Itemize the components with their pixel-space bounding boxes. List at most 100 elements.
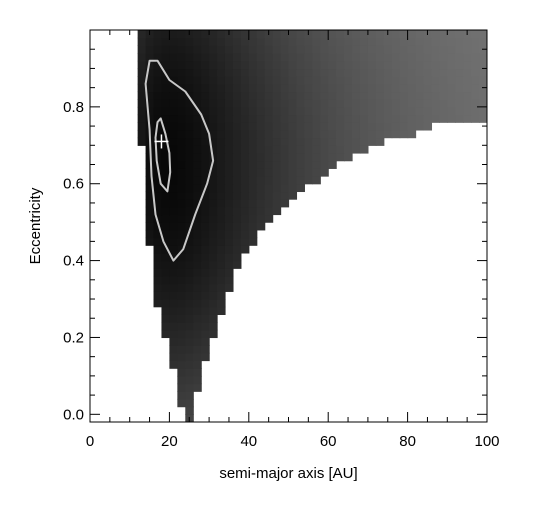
heatmap-cell: [217, 191, 226, 200]
heatmap-cell: [471, 114, 480, 123]
heatmap-cell: [280, 183, 290, 193]
heatmap-cell: [352, 53, 361, 62]
heatmap-cell: [248, 37, 258, 46]
heatmap-cell: [185, 406, 194, 415]
heatmap-cell: [145, 53, 155, 62]
heatmap-cell: [177, 368, 186, 377]
heatmap-cell: [312, 122, 321, 131]
heatmap-cell: [256, 160, 266, 169]
heatmap-cell: [423, 68, 433, 77]
heatmap-cell: [312, 83, 321, 93]
heatmap-cell: [383, 91, 393, 100]
heatmap-cell: [177, 252, 186, 262]
heatmap-cell: [375, 45, 385, 54]
heatmap-cell: [383, 68, 393, 77]
heatmap-cell: [272, 45, 282, 54]
heatmap-cell: [177, 68, 186, 77]
heatmap-cell: [344, 91, 353, 100]
heatmap-cell: [185, 114, 194, 123]
heatmap-cell: [169, 299, 178, 308]
heatmap-cell: [161, 245, 170, 254]
heatmap-cell: [296, 37, 305, 46]
heatmap-cell: [217, 30, 226, 39]
heatmap-cell: [248, 168, 258, 177]
heatmap-cell: [177, 222, 186, 231]
heatmap-cell: [177, 99, 186, 108]
heatmap-cell: [217, 260, 226, 269]
heatmap-cell: [280, 191, 290, 200]
heatmap-cell: [240, 191, 250, 200]
heatmap-cell: [359, 30, 369, 39]
heatmap-cell: [161, 76, 170, 85]
y-tick-label: 0.4: [63, 253, 84, 270]
heatmap-cell: [224, 245, 234, 254]
heatmap-cell: [169, 314, 178, 323]
heatmap-cell: [177, 337, 186, 346]
heatmap-cell: [288, 37, 298, 46]
heatmap-cell: [185, 145, 194, 154]
heatmap-cell: [304, 137, 313, 146]
heatmap-cell: [248, 99, 258, 108]
heatmap-cell: [471, 37, 480, 46]
heatmap-cell: [312, 176, 321, 185]
heatmap-cell: [248, 106, 258, 116]
heatmap-cell: [407, 106, 417, 116]
heatmap-cell: [479, 91, 487, 100]
heatmap-cell: [161, 99, 170, 108]
heatmap-cell: [193, 37, 202, 46]
heatmap-cell: [193, 76, 202, 85]
heatmap-cell: [352, 91, 361, 100]
heatmap-cell: [431, 53, 440, 62]
heatmap-cell: [352, 122, 361, 131]
heatmap-cell: [359, 76, 369, 85]
heatmap-cell: [169, 345, 178, 354]
heatmap-cell: [328, 30, 337, 39]
heatmap-cell: [153, 229, 163, 239]
heatmap-cell: [479, 30, 487, 39]
heatmap-cell: [288, 160, 298, 169]
heatmap-cell: [177, 37, 186, 46]
heatmap-cell: [224, 168, 234, 177]
heatmap-cell: [224, 237, 234, 246]
heatmap-cell: [296, 152, 305, 162]
heatmap-cell: [209, 83, 218, 93]
heatmap-cell: [209, 252, 218, 262]
heatmap-cell: [256, 60, 266, 70]
heatmap-cell: [288, 152, 298, 162]
heatmap-cell: [224, 206, 234, 216]
heatmap-cell: [161, 268, 170, 277]
heatmap-cell: [169, 291, 178, 300]
heatmap-cell: [391, 114, 401, 123]
heatmap-cell: [169, 191, 178, 200]
heatmap-cell: [328, 137, 337, 146]
heatmap-cell: [288, 91, 298, 100]
heatmap-cell: [169, 45, 178, 54]
heatmap-cell: [201, 99, 210, 108]
heatmap-cell: [304, 37, 313, 46]
heatmap-cell: [304, 129, 313, 139]
heatmap-cell: [272, 122, 282, 131]
heatmap-cell: [248, 152, 258, 162]
heatmap-cell: [169, 245, 178, 254]
heatmap-cell: [185, 199, 194, 208]
heatmap-cell: [375, 129, 385, 139]
heatmap-cell: [177, 245, 186, 254]
heatmap-cell: [209, 183, 218, 193]
heatmap-cell: [201, 237, 210, 246]
heatmap-cell: [240, 214, 250, 223]
heatmap-cell: [217, 60, 226, 70]
heatmap-cell: [153, 222, 163, 231]
heatmap-cell: [232, 122, 242, 131]
heatmap-cell: [312, 160, 321, 169]
heatmap-cell: [264, 214, 274, 223]
heatmap-cell: [296, 91, 305, 100]
heatmap-cell: [423, 99, 433, 108]
heatmap-cell: [423, 83, 433, 93]
heatmap-cell: [161, 30, 170, 39]
heatmap-cell: [153, 206, 163, 216]
heatmap-cell: [169, 106, 178, 116]
heatmap-cell: [248, 199, 258, 208]
heatmap-cell: [272, 191, 282, 200]
heatmap-cell: [201, 229, 210, 239]
